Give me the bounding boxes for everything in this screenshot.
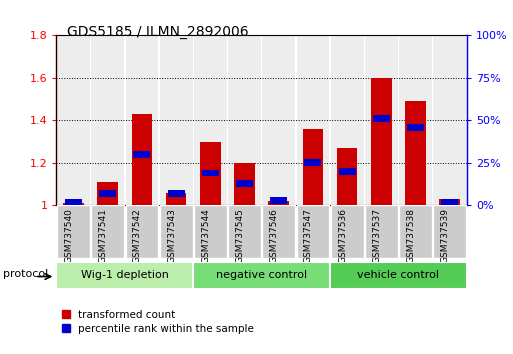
- Text: GSM737538: GSM737538: [406, 208, 416, 263]
- FancyBboxPatch shape: [228, 205, 261, 258]
- Text: GSM737537: GSM737537: [372, 208, 381, 263]
- Bar: [236, 180, 253, 187]
- Bar: [433, 35, 466, 205]
- FancyBboxPatch shape: [399, 205, 432, 258]
- Bar: [371, 78, 391, 205]
- Bar: [160, 35, 192, 205]
- Bar: [405, 101, 426, 205]
- Bar: [441, 199, 458, 205]
- Bar: [440, 199, 460, 205]
- FancyBboxPatch shape: [330, 262, 467, 289]
- FancyBboxPatch shape: [57, 205, 90, 258]
- Bar: [373, 115, 390, 122]
- FancyBboxPatch shape: [433, 205, 466, 258]
- Text: GSM737547: GSM737547: [304, 208, 313, 263]
- Bar: [303, 129, 323, 205]
- Bar: [99, 190, 116, 197]
- Bar: [200, 142, 221, 205]
- FancyBboxPatch shape: [56, 262, 193, 289]
- Text: GSM737546: GSM737546: [270, 208, 279, 263]
- Bar: [339, 168, 356, 175]
- Text: GSM737540: GSM737540: [65, 208, 73, 263]
- Text: vehicle control: vehicle control: [358, 270, 440, 280]
- Text: GDS5185 / ILMN_2892006: GDS5185 / ILMN_2892006: [67, 25, 248, 39]
- FancyBboxPatch shape: [331, 205, 364, 258]
- Bar: [228, 35, 261, 205]
- FancyBboxPatch shape: [91, 205, 124, 258]
- Text: negative control: negative control: [216, 270, 307, 280]
- Text: GSM737545: GSM737545: [235, 208, 245, 263]
- Text: Wig-1 depletion: Wig-1 depletion: [81, 270, 169, 280]
- Text: GSM737544: GSM737544: [201, 208, 210, 263]
- Text: GSM737542: GSM737542: [133, 208, 142, 263]
- FancyBboxPatch shape: [297, 205, 329, 258]
- Bar: [297, 35, 329, 205]
- Bar: [399, 35, 432, 205]
- Bar: [65, 199, 82, 205]
- Bar: [270, 197, 287, 204]
- Text: GSM737541: GSM737541: [98, 208, 108, 263]
- FancyBboxPatch shape: [262, 205, 295, 258]
- Bar: [166, 193, 186, 205]
- Bar: [63, 203, 84, 205]
- Text: protocol: protocol: [3, 269, 48, 279]
- Bar: [234, 163, 255, 205]
- Bar: [97, 182, 118, 205]
- Bar: [194, 35, 227, 205]
- FancyBboxPatch shape: [194, 205, 227, 258]
- Text: GSM737543: GSM737543: [167, 208, 176, 263]
- Bar: [331, 35, 364, 205]
- Text: GSM737536: GSM737536: [338, 208, 347, 263]
- FancyBboxPatch shape: [126, 205, 159, 258]
- FancyBboxPatch shape: [160, 205, 192, 258]
- Legend: transformed count, percentile rank within the sample: transformed count, percentile rank withi…: [62, 310, 254, 334]
- Bar: [168, 190, 185, 197]
- Bar: [262, 35, 295, 205]
- Bar: [132, 114, 152, 205]
- FancyBboxPatch shape: [365, 205, 398, 258]
- Bar: [268, 201, 289, 205]
- Text: GSM737539: GSM737539: [441, 208, 450, 263]
- Bar: [407, 124, 424, 131]
- FancyBboxPatch shape: [193, 262, 330, 289]
- Bar: [304, 159, 322, 166]
- Bar: [126, 35, 159, 205]
- Bar: [57, 35, 90, 205]
- Bar: [202, 170, 219, 176]
- Bar: [365, 35, 398, 205]
- Bar: [133, 151, 150, 158]
- Bar: [91, 35, 124, 205]
- Bar: [337, 148, 358, 205]
